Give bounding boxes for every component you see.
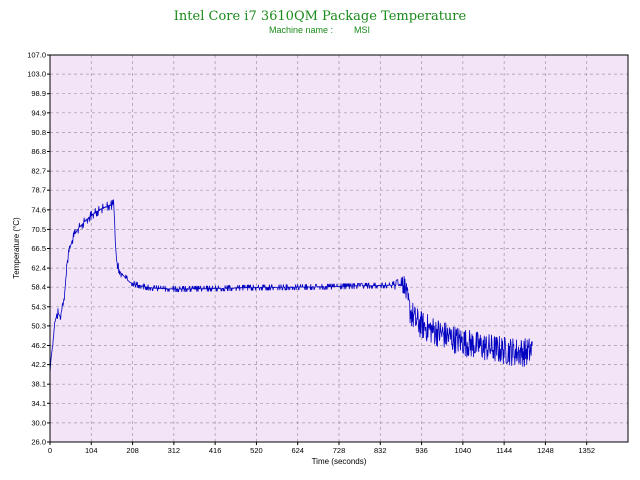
y-tick-label: 90.8 [31,128,46,137]
x-tick-label: 832 [374,446,387,455]
x-tick-label: 104 [85,446,98,455]
y-tick-label: 86.8 [31,147,46,156]
x-tick-label: 1248 [537,446,554,455]
y-tick-label: 54.3 [31,302,46,311]
y-tick-label: 62.4 [31,264,46,273]
x-tick-label: 208 [126,446,139,455]
machine-name-value: MSI [354,25,370,35]
y-tick-label: 94.9 [31,108,46,117]
y-tick-label: 26.0 [31,438,46,447]
machine-name-label: Machine name : [269,25,333,35]
y-tick-label: 34.1 [31,399,46,408]
y-tick-label: 46.2 [31,341,46,350]
y-tick-label: 42.2 [31,360,46,369]
y-tick-label: 58.4 [31,283,46,292]
y-tick-label: 82.7 [31,167,46,176]
y-tick-label: 98.9 [31,89,46,98]
series-line-package-temperature [49,199,533,373]
y-axis-label: Temperature (°C) [12,217,21,279]
x-tick-label: 520 [250,446,263,455]
y-tick-label: 107.0 [27,51,46,60]
x-tick-label: 0 [48,446,52,455]
y-tick-label: 103.0 [27,70,46,79]
y-tick-label: 66.5 [31,244,46,253]
x-tick-label: 936 [415,446,428,455]
x-tick-label: 1144 [496,446,512,455]
x-axis-label: Time (seconds) [312,457,367,466]
series-layer [49,199,533,373]
x-tick-label: 624 [291,446,304,455]
y-tick-label: 30.0 [31,418,46,427]
y-axis: 107.0 103.0 98.9 94.9 90.8 86.8 82.7 78.7 74.6 70… [27,51,50,447]
y-tick-label: 50.3 [31,321,46,330]
y-tick-label: 78.7 [31,186,46,195]
y-tick-label: 38.1 [31,380,46,389]
y-tick-label: 74.6 [31,205,46,214]
x-tick-label: 1040 [455,446,472,455]
y-tick-label: 70.5 [31,225,46,234]
x-tick-label: 312 [168,446,181,455]
grid-lines [50,55,628,442]
x-tick-label: 416 [209,446,222,455]
x-tick-label: 1352 [578,446,595,455]
x-tick-label: 728 [333,446,346,455]
x-axis: 0 104 208 312 416 520 624 728 832 936 1040 1144 1248… [48,442,595,455]
chart-title: Intel Core i7 3610QM Package Temperature [174,9,467,24]
